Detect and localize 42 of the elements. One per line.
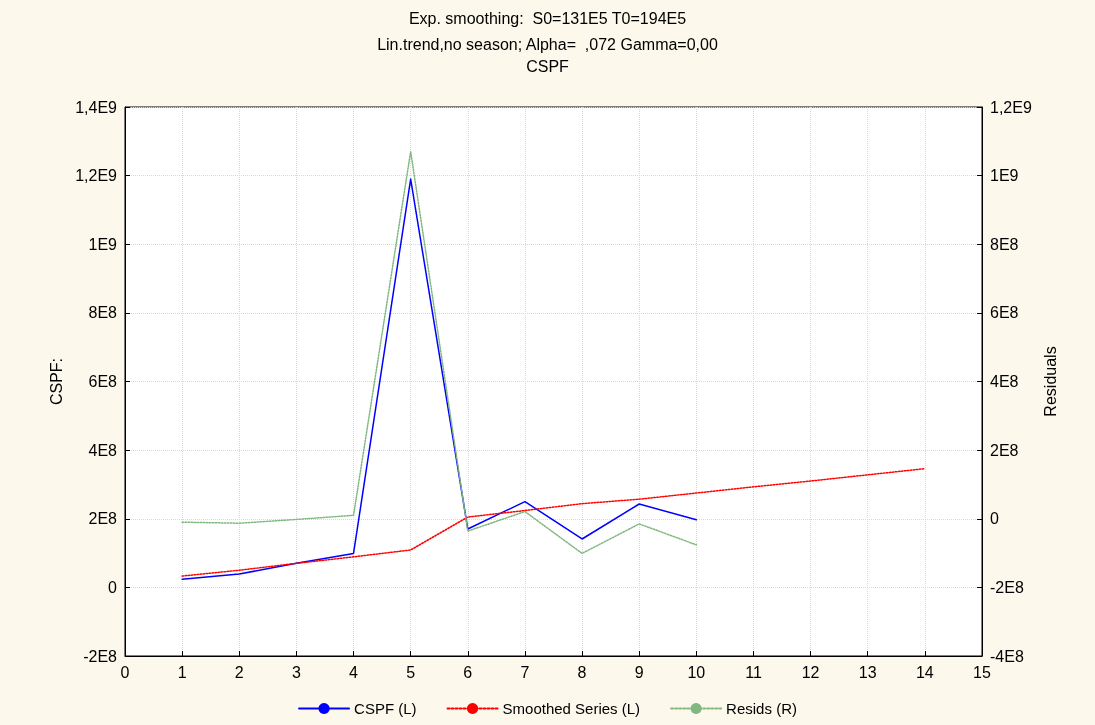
legend-label: Resids (R): [726, 700, 797, 717]
y-tick-label: -2E8: [83, 647, 118, 665]
x-tick-label: 8: [577, 663, 587, 681]
x-tick-label: 0: [120, 663, 130, 681]
line-series: [181, 467, 926, 577]
x-tick-label: 9: [634, 663, 644, 681]
chart-subtitle: Lin.trend,no season; Alpha= ,072 Gamma=0,00 CSPF: [377, 35, 718, 75]
x-tick-label: 3: [291, 663, 301, 681]
y-tick-label: 6E8: [88, 373, 118, 390]
y2-tick-label: -2E8: [990, 578, 1024, 596]
y-tick-label: 8E8: [88, 304, 118, 322]
x-tick-label: 5: [406, 663, 416, 681]
x-tick-label: 14: [915, 663, 934, 681]
legend-label: CSPF (L): [354, 700, 417, 717]
y-tick-label: 2E8: [88, 510, 118, 528]
x-tick-label: 11: [745, 663, 762, 681]
y-tick-label: 4E8: [88, 441, 118, 459]
x-tick-label: 1: [177, 663, 187, 681]
y2-tick-label: 1E9: [990, 167, 1019, 185]
legend-label: Smoothed Series (L): [502, 700, 641, 717]
x-tick-label: 6: [463, 663, 473, 681]
y2-tick-label: 6E8: [990, 304, 1019, 322]
x-tick-label: 2: [234, 663, 244, 681]
chart-title: Exp. smoothing: S0=131E5 T0=194E5: [408, 9, 687, 27]
x-tick-label: 4: [349, 663, 359, 681]
y2-tick-label: -4E8: [990, 647, 1024, 665]
y2-tick-label: 2E8: [990, 441, 1019, 459]
y2-axis-title: Residuals: [1042, 346, 1060, 417]
y2-tick-label: 8E8: [990, 235, 1019, 253]
y-tick-label: 1,4E9: [75, 98, 118, 116]
y-axis-title: CSPF:: [47, 357, 65, 406]
y-tick-label: 1,2E9: [75, 167, 118, 185]
x-tick-label: 10: [687, 663, 706, 681]
x-tick-label: 13: [858, 663, 877, 681]
y2-tick-label: 0: [990, 510, 999, 528]
y2-tick-label: 1,2E9: [990, 98, 1032, 116]
x-tick-label: 12: [801, 663, 820, 681]
x-tick-label: 15: [973, 663, 991, 681]
y-tick-label: 1E9: [88, 235, 118, 253]
y-tick-label: 0: [108, 578, 118, 596]
x-tick-label: 7: [520, 663, 530, 681]
y2-tick-label: 4E8: [990, 373, 1019, 390]
